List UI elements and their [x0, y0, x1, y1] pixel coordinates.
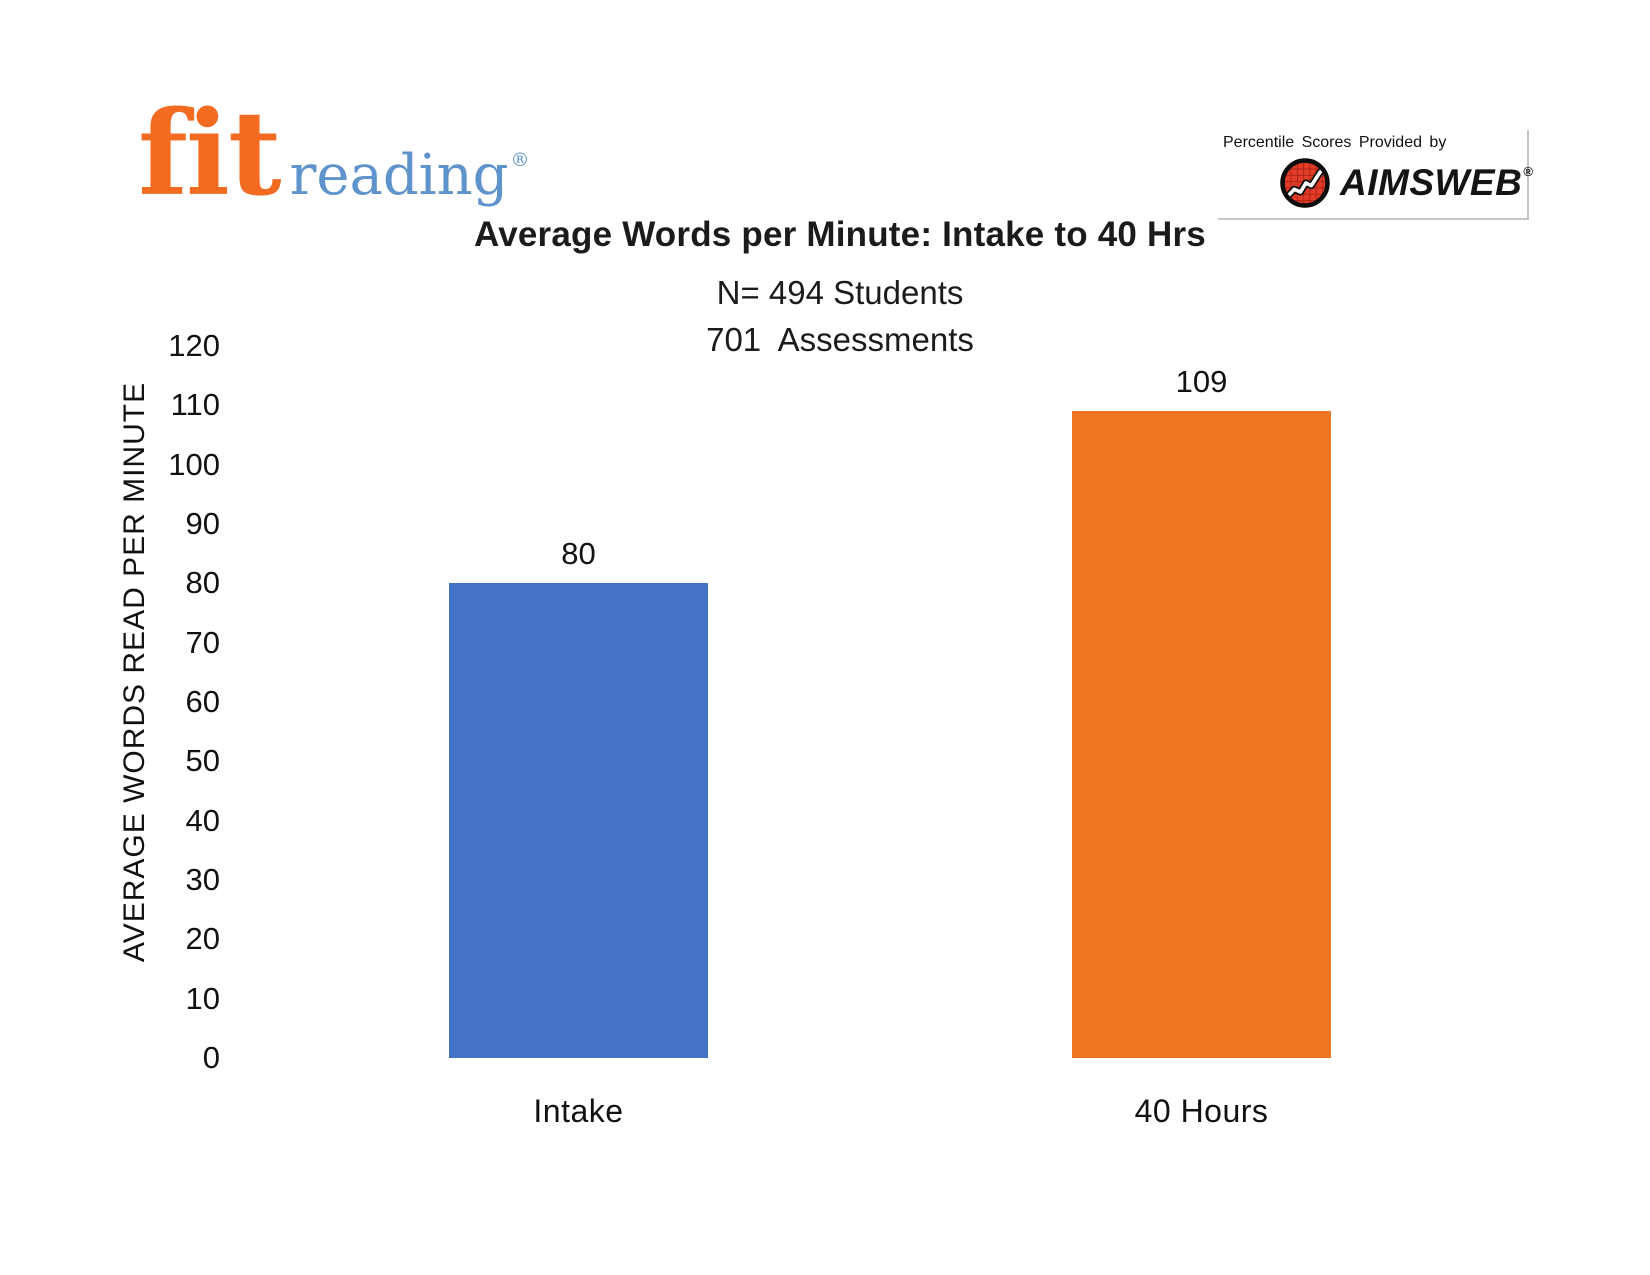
data-label-40-hours: 109 — [1175, 364, 1228, 399]
category-label-intake: Intake — [533, 1093, 624, 1129]
category-label-40-hours: 40 Hours — [1134, 1093, 1269, 1129]
chart-title: Average Words per Minute: Intake to 40 H… — [474, 215, 1206, 254]
y-tick-label-80: 80 — [185, 565, 220, 601]
y-tick-label-50: 50 — [185, 743, 220, 779]
y-tick-label-30: 30 — [185, 862, 220, 897]
fit-logo-text: fit — [138, 86, 282, 222]
y-tick-label-100: 100 — [168, 446, 220, 482]
chart-subtitle-assessments: 701 Assessments — [706, 321, 974, 358]
aimsweb-logo-row: AIMSWEB ® — [1278, 156, 1533, 210]
y-tick-label-20: 20 — [185, 921, 220, 957]
data-label-intake: 80 — [561, 536, 596, 571]
bar-40-hours — [1072, 411, 1331, 1058]
y-tick-label-120: 120 — [168, 328, 220, 363]
y-tick-label-10: 10 — [185, 980, 220, 1016]
y-tick-label-0: 0 — [202, 1040, 220, 1075]
registered-trademark-icon: ® — [510, 149, 530, 171]
aimsweb-caption: Percentile Scores Provided by — [1223, 134, 1447, 151]
y-tick-label-60: 60 — [185, 684, 220, 719]
y-tick-label-70: 70 — [185, 624, 220, 660]
y-tick-label-110: 110 — [170, 387, 220, 423]
aimsweb-registered-icon: ® — [1523, 163, 1533, 179]
aimsweb-wordmark: AIMSWEB — [1340, 162, 1523, 203]
y-tick-label-40: 40 — [185, 802, 220, 838]
y-tick-label-90: 90 — [185, 506, 220, 541]
aimsweb-attribution-box: Percentile Scores Provided by AIMSWEB ® — [1218, 130, 1533, 220]
fit-reading-logo: fit reading ® — [138, 96, 530, 212]
bar-intake — [449, 583, 708, 1058]
reading-logo-text: reading — [289, 143, 509, 208]
chart-subtitle-n-students: N= 494 Students — [716, 274, 964, 311]
aimsweb-logo-icon — [1280, 158, 1330, 208]
